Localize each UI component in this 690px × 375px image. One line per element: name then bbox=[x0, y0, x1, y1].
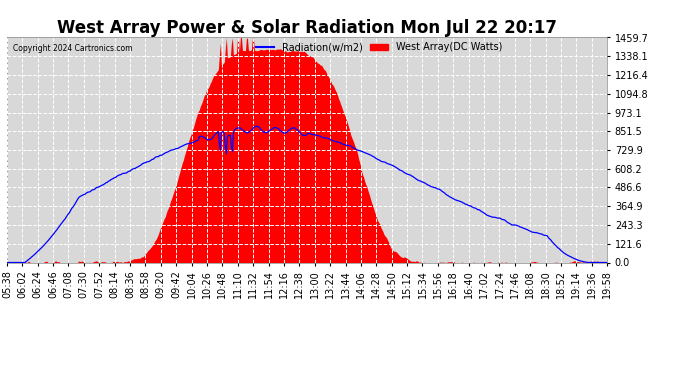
Title: West Array Power & Solar Radiation Mon Jul 22 20:17: West Array Power & Solar Radiation Mon J… bbox=[57, 20, 557, 38]
Text: Copyright 2024 Cartronics.com: Copyright 2024 Cartronics.com bbox=[13, 44, 132, 53]
Legend: Radiation(w/m2), West Array(DC Watts): Radiation(w/m2), West Array(DC Watts) bbox=[253, 39, 506, 56]
